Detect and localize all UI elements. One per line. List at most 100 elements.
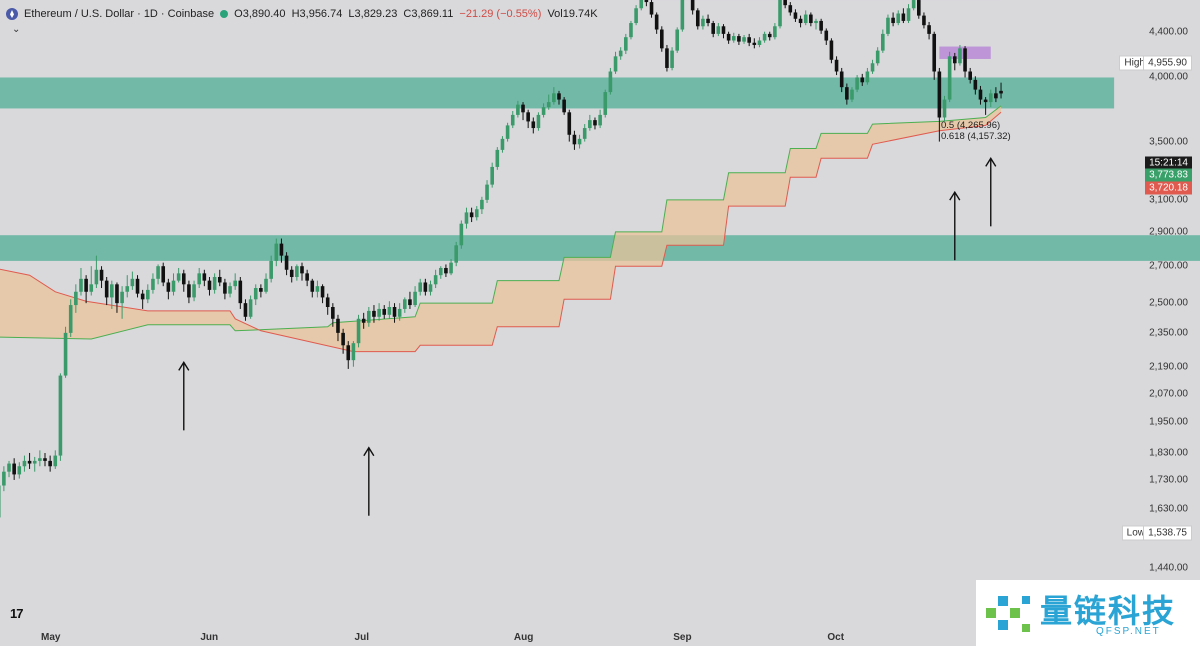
candle-body — [917, 0, 921, 16]
candle-body — [253, 288, 258, 300]
candle-body — [156, 266, 160, 279]
candle — [788, 2, 793, 16]
candle-body — [577, 138, 582, 145]
y-tick-label: 1,830.00 — [1149, 447, 1188, 459]
symbol-title[interactable]: Ethereum / U.S. Dollar · 1D · Coinbase — [24, 8, 215, 20]
candle-body — [695, 10, 700, 27]
candle-body — [988, 93, 993, 103]
candle — [850, 87, 854, 103]
candle-body — [634, 8, 638, 24]
candle — [89, 266, 94, 296]
high-value: H3,956.74 — [291, 8, 343, 20]
candle-body — [814, 20, 818, 24]
candle — [819, 18, 823, 34]
candle-body — [973, 79, 978, 90]
candle-body — [274, 243, 279, 261]
candle — [325, 293, 330, 315]
y-tick-label: 2,070.00 — [1149, 388, 1188, 400]
candle — [695, 8, 700, 30]
candle — [968, 67, 972, 84]
candle — [834, 56, 839, 76]
collapse-chevron-icon[interactable]: ⌄ — [12, 24, 21, 35]
candle-body — [675, 29, 680, 51]
candle-body — [994, 93, 998, 99]
candle-body — [0, 485, 1, 518]
candle-body — [243, 303, 248, 317]
y-tick-label: 2,900.00 — [1149, 226, 1188, 238]
candle-body — [711, 23, 715, 34]
candle — [408, 291, 412, 309]
candle-body — [567, 112, 572, 135]
candle-body — [665, 48, 669, 68]
candle — [361, 312, 366, 329]
candle — [289, 266, 294, 283]
tradingview-logo[interactable]: 17 — [10, 606, 24, 621]
candle — [274, 238, 279, 267]
candle-body — [593, 120, 597, 126]
candle-body — [140, 293, 145, 300]
candle — [937, 67, 942, 142]
candle — [870, 59, 875, 74]
candle — [63, 326, 68, 378]
candle-body — [110, 284, 114, 298]
candle — [459, 220, 464, 249]
candle-body — [217, 276, 222, 283]
candle — [778, 0, 782, 29]
candle-body — [978, 89, 983, 100]
candle — [546, 94, 551, 110]
candle-body — [845, 87, 849, 100]
candle-body — [834, 59, 839, 72]
candle — [17, 462, 22, 479]
candle — [474, 206, 479, 221]
candle — [567, 109, 572, 142]
candle-body — [469, 212, 474, 218]
candle-body — [875, 50, 880, 64]
candle-body — [79, 278, 83, 292]
candle-body — [423, 282, 428, 292]
candle-body — [721, 26, 726, 34]
candle — [634, 5, 638, 26]
cloud-fill — [0, 105, 1001, 352]
candle-body — [690, 0, 695, 11]
candle-body — [166, 282, 171, 292]
candle — [259, 284, 263, 298]
candle-body — [48, 460, 52, 467]
candle — [212, 273, 217, 294]
candle-body — [63, 332, 68, 376]
x-tick-label: May — [41, 632, 61, 643]
ethereum-icon — [6, 8, 18, 20]
candle — [752, 38, 757, 49]
fib-level-0-618: 0.618 (4,157.32) — [941, 131, 1011, 142]
candle-body — [747, 37, 751, 43]
candle-body — [454, 245, 458, 263]
candle — [7, 460, 11, 478]
candle-body — [629, 23, 633, 38]
candle — [269, 255, 273, 283]
candle — [814, 18, 818, 30]
candle — [500, 136, 505, 153]
candle-body — [927, 25, 931, 34]
candle-body — [608, 71, 613, 93]
candle-body — [850, 89, 854, 100]
candle — [428, 280, 433, 296]
candle-body — [202, 273, 207, 281]
candle-body — [829, 40, 834, 60]
candle — [202, 269, 207, 287]
candle-body — [320, 286, 325, 298]
candle — [166, 278, 171, 300]
candle — [618, 47, 623, 60]
candle — [917, 0, 921, 19]
candle-body — [505, 125, 510, 139]
candle — [572, 130, 577, 150]
candle — [726, 31, 731, 44]
y-tick-label: 2,350.00 — [1149, 327, 1188, 339]
volume-value: Vol19.74K — [547, 8, 598, 20]
candle — [932, 31, 937, 80]
candle-body — [480, 199, 484, 210]
candle — [372, 305, 376, 323]
candle-body — [839, 71, 844, 88]
candle — [176, 267, 181, 283]
candle — [84, 275, 88, 304]
candle — [140, 289, 145, 309]
